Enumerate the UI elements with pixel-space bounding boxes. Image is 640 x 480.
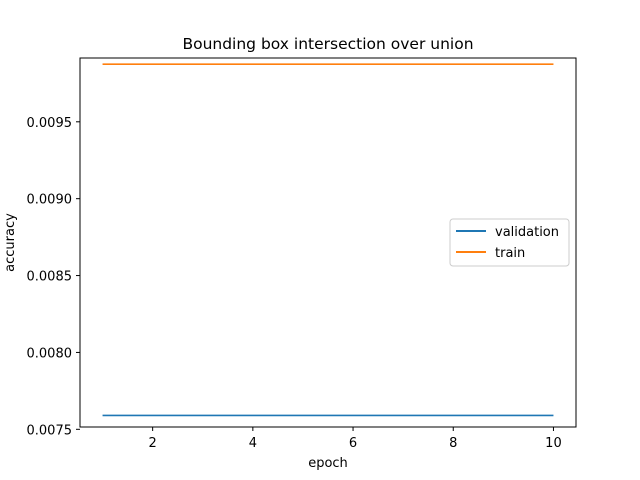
chart-title: Bounding box intersection over union xyxy=(182,35,473,53)
x-axis-ticks: 2 4 6 8 10 xyxy=(149,427,562,451)
plot-frame xyxy=(79,57,577,428)
legend: validation train xyxy=(449,218,570,267)
legend-label-train: train xyxy=(495,246,525,261)
y-tick-label: 0.0075 xyxy=(27,423,73,438)
x-tick-label: 2 xyxy=(149,436,157,451)
x-tick-label: 4 xyxy=(249,436,257,451)
y-axis-ticks: 0.0075 0.0080 0.0085 0.0090 0.0095 xyxy=(27,116,80,438)
y-tick-label: 0.0090 xyxy=(27,193,73,208)
x-axis-label: epoch xyxy=(308,456,348,471)
x-tick-label: 6 xyxy=(349,436,357,451)
x-tick-label: 10 xyxy=(545,436,562,451)
y-tick-label: 0.0085 xyxy=(27,270,73,285)
y-axis-label: accuracy xyxy=(3,213,18,272)
x-tick-label: 8 xyxy=(449,436,457,451)
legend-label-validation: validation xyxy=(495,225,559,240)
y-tick-label: 0.0080 xyxy=(27,346,73,361)
y-tick-label: 0.0095 xyxy=(27,116,73,131)
series-lines xyxy=(102,63,554,417)
